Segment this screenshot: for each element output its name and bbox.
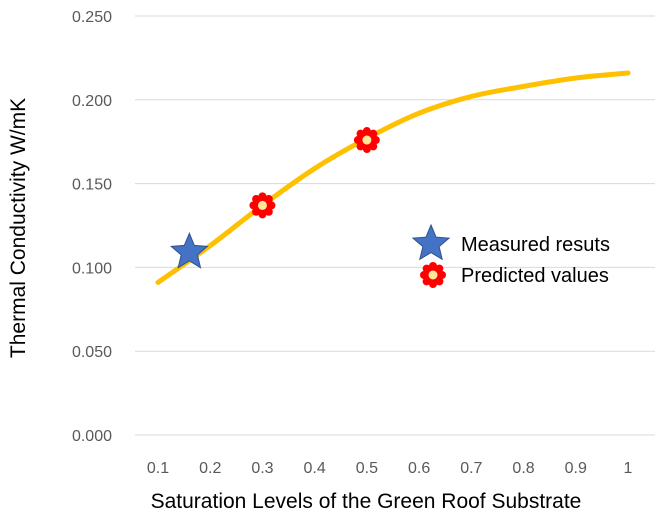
y-tick-label: 0.200 [72, 93, 112, 110]
legend-label: Predicted values [461, 265, 609, 287]
predicted-point-center [362, 135, 372, 145]
series-line [155, 70, 631, 285]
predicted-point-center [257, 200, 267, 210]
x-tick-label: 0.8 [512, 460, 534, 477]
y-tick-label: 0.150 [72, 177, 112, 194]
x-tick-label: 1 [624, 460, 633, 477]
y-tick-label: 0.250 [72, 9, 112, 26]
x-tick-label: 0.1 [147, 460, 169, 477]
legend-label: Measured resuts [461, 234, 610, 256]
x-tick-label: 0.7 [460, 460, 482, 477]
x-tick-label: 0.3 [251, 460, 273, 477]
x-tick-label: 0.6 [408, 460, 430, 477]
x-axis-title: Saturation Levels of the Green Roof Subs… [151, 490, 582, 513]
y-tick-label: 0.050 [72, 344, 112, 361]
legend-gear-icon-center [428, 270, 438, 280]
x-tick-label: 0.5 [356, 460, 378, 477]
measured-point [170, 232, 209, 269]
y-tick-label: 0.100 [72, 260, 112, 277]
x-tick-label: 0.4 [304, 460, 326, 477]
legend-star-icon [411, 223, 451, 261]
y-tick-label: 0.000 [72, 428, 112, 445]
y-axis-title: Thermal Conductivity W/mK [7, 98, 30, 358]
x-tick-label: 0.2 [199, 460, 221, 477]
x-tick-label: 0.9 [565, 460, 587, 477]
